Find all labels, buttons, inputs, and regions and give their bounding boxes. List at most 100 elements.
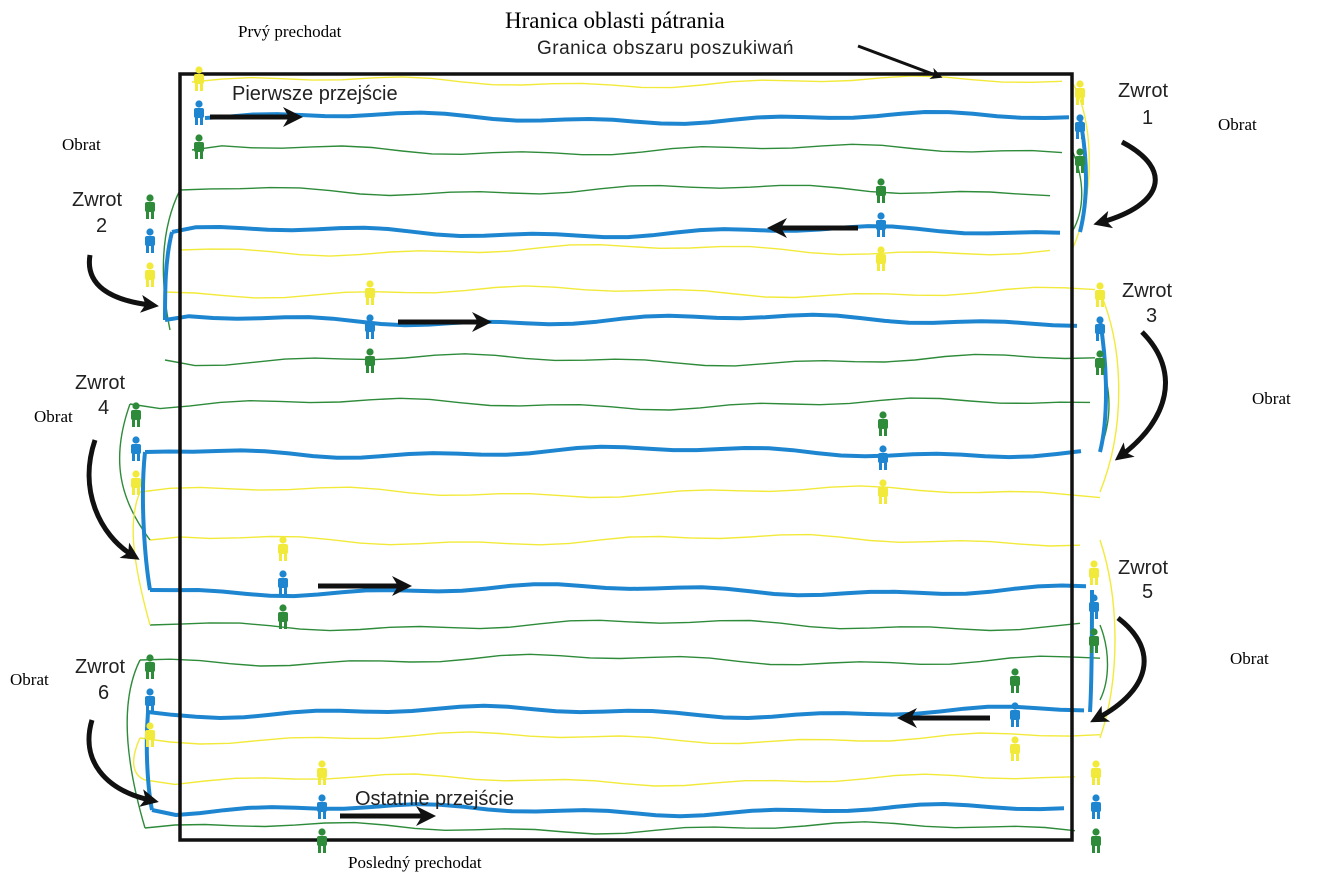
person-leg <box>1101 367 1104 375</box>
person-icon <box>145 262 155 287</box>
center-trace <box>171 224 1061 240</box>
side-trace <box>179 243 1051 257</box>
person-head <box>279 570 287 578</box>
last-pass-label-pl: Ostatnie przejście <box>355 788 514 810</box>
person-leg <box>882 229 885 237</box>
side-trace <box>149 533 1081 547</box>
person-body <box>1091 802 1101 812</box>
center-trace <box>144 444 1082 460</box>
person-icon <box>365 280 375 305</box>
side-trace <box>129 397 1091 411</box>
side-trace <box>191 143 1063 156</box>
person-body <box>194 108 204 118</box>
person-body <box>194 142 204 152</box>
person-leg <box>323 777 326 785</box>
person-icon <box>878 445 888 470</box>
person-leg <box>132 453 135 461</box>
person-icon <box>278 536 288 561</box>
person-leg <box>318 777 321 785</box>
boundary-label-pl: Granica obszaru poszukiwań <box>537 38 794 59</box>
person-head <box>318 828 326 836</box>
person-leg <box>146 705 149 713</box>
person-body <box>365 356 375 366</box>
turn-number: 6 <box>98 682 109 704</box>
person-body <box>1089 602 1099 612</box>
person-body <box>278 612 288 622</box>
person-body <box>131 444 141 454</box>
person-leg <box>1076 97 1079 105</box>
turn-label-pl: Zwrot <box>1118 80 1168 102</box>
person-leg <box>151 279 154 287</box>
side-trace <box>139 653 1101 667</box>
side-trace <box>139 485 1101 499</box>
center-trace <box>151 802 1065 819</box>
person-leg <box>151 671 154 679</box>
person-leg <box>1096 367 1099 375</box>
person-leg <box>151 739 154 747</box>
person-head <box>146 654 154 662</box>
person-leg <box>1090 611 1093 619</box>
person-leg <box>1081 97 1084 105</box>
person-leg <box>1096 299 1099 307</box>
walkers <box>131 66 1105 853</box>
center-trace <box>147 703 1085 720</box>
person-leg <box>877 263 880 271</box>
curved-arrow-icon <box>1090 616 1147 723</box>
person-head <box>877 246 885 254</box>
person-head <box>279 604 287 612</box>
person-leg <box>877 229 880 237</box>
person-leg <box>284 621 287 629</box>
person-head <box>132 436 140 444</box>
person-leg <box>371 297 374 305</box>
curved-arrow-icon <box>86 439 140 560</box>
turn-number: 5 <box>1142 581 1153 603</box>
person-leg <box>1011 753 1014 761</box>
boundary-label-sk: Hranica oblasti pátrania <box>505 8 725 33</box>
person-leg <box>200 151 203 159</box>
person-leg <box>195 151 198 159</box>
person-head <box>146 228 154 236</box>
person-icon <box>1010 668 1020 693</box>
turn-number: 4 <box>98 397 109 419</box>
person-leg <box>877 195 880 203</box>
person-body <box>131 410 141 420</box>
person-head <box>146 194 154 202</box>
person-head <box>195 100 203 108</box>
person-body <box>876 220 886 230</box>
side-trace-turn <box>1099 624 1109 701</box>
person-leg <box>146 671 149 679</box>
side-trace-turn <box>126 659 146 829</box>
person-leg <box>279 553 282 561</box>
person-icon <box>317 794 327 819</box>
person-body <box>145 202 155 212</box>
turn-label-pl: Zwrot <box>75 372 125 394</box>
person-head <box>1011 702 1019 710</box>
side-trace <box>179 184 1051 197</box>
person-leg <box>279 587 282 595</box>
person-icon <box>317 760 327 785</box>
person-icon <box>878 411 888 436</box>
person-leg <box>323 811 326 819</box>
person-body <box>1095 290 1105 300</box>
person-leg <box>1097 811 1100 819</box>
person-leg <box>1101 299 1104 307</box>
person-icon <box>145 722 155 747</box>
person-leg <box>884 462 887 470</box>
turn-number: 1 <box>1142 107 1153 129</box>
person-icon <box>145 194 155 219</box>
person-body <box>1010 676 1020 686</box>
person-leg <box>1081 131 1084 139</box>
person-head <box>1090 628 1098 636</box>
person-body <box>878 453 888 463</box>
first-pass-label-pl: Pierwsze przejście <box>232 83 398 105</box>
side-trace <box>144 821 1076 835</box>
person-head <box>1090 560 1098 568</box>
person-body <box>1075 88 1085 98</box>
person-leg <box>146 245 149 253</box>
person-icon <box>194 66 204 91</box>
person-head <box>195 66 203 74</box>
curved-arrow-icon <box>1114 330 1168 461</box>
person-icon <box>876 246 886 271</box>
side-trace-turn <box>118 403 151 541</box>
